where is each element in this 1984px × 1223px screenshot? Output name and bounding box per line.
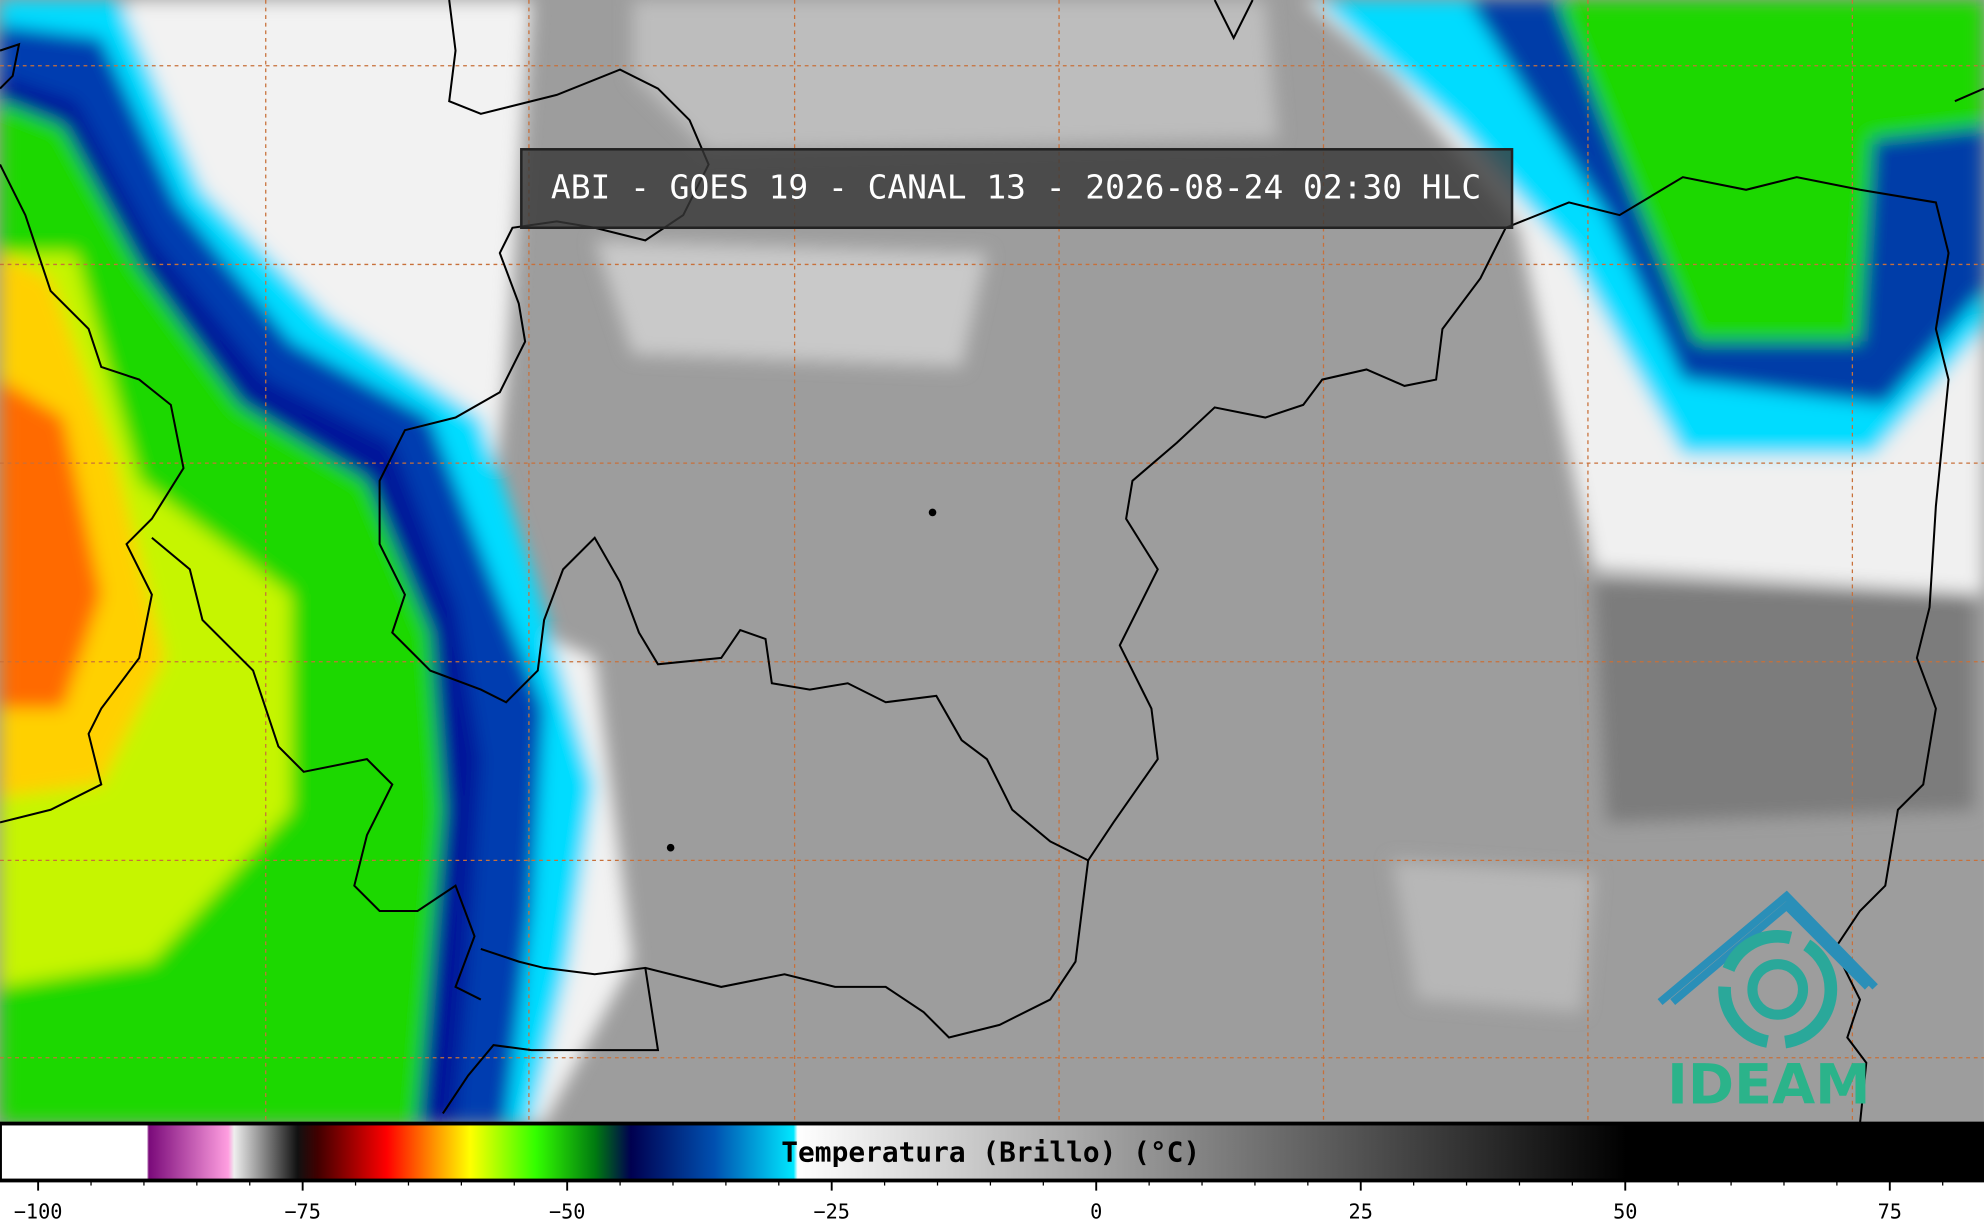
logo-text: IDEAM: [1667, 1052, 1870, 1117]
logo-eye: [1747, 959, 1809, 1020]
cloud-field: [0, 0, 1984, 1124]
title-box: ABI - GOES 19 - CANAL 13 - 2026-08-24 02…: [520, 148, 1514, 230]
colorbar-gradient: [0, 1121, 1984, 1183]
colorbar-tick-label: −50: [549, 1199, 586, 1223]
logo-swirl: [1718, 929, 1838, 1049]
colorbar-tick-label: 50: [1613, 1199, 1637, 1223]
imagery: [0, 0, 1984, 1124]
colorbar-tick-label: −100: [14, 1199, 63, 1223]
title: ABI - GOES 19 - CANAL 13 - 2026-08-24 02…: [551, 168, 1481, 207]
borders: [0, 0, 1984, 1124]
title-background: [520, 148, 1514, 230]
colorbar-tick-label: 0: [1090, 1199, 1102, 1223]
logo-roof: [1657, 890, 1878, 1005]
logo: IDEAM: [1657, 890, 1878, 1117]
colorbar-label: Temperatura (Brillo) (°C): [781, 1136, 1200, 1169]
colorbar-tick-label: 25: [1349, 1199, 1373, 1223]
colorbar-tick-label: −25: [813, 1199, 850, 1223]
city-dot: [666, 843, 675, 852]
colorbar-tick-label: −75: [284, 1199, 321, 1223]
colorbar: Temperatura (Brillo) (°C) −100 −75 −50 −25 0…: [0, 1121, 1984, 1223]
city-dot: [928, 508, 937, 517]
graticule: [0, 0, 1984, 1124]
colorbar-tick-label: 75: [1878, 1199, 1902, 1223]
